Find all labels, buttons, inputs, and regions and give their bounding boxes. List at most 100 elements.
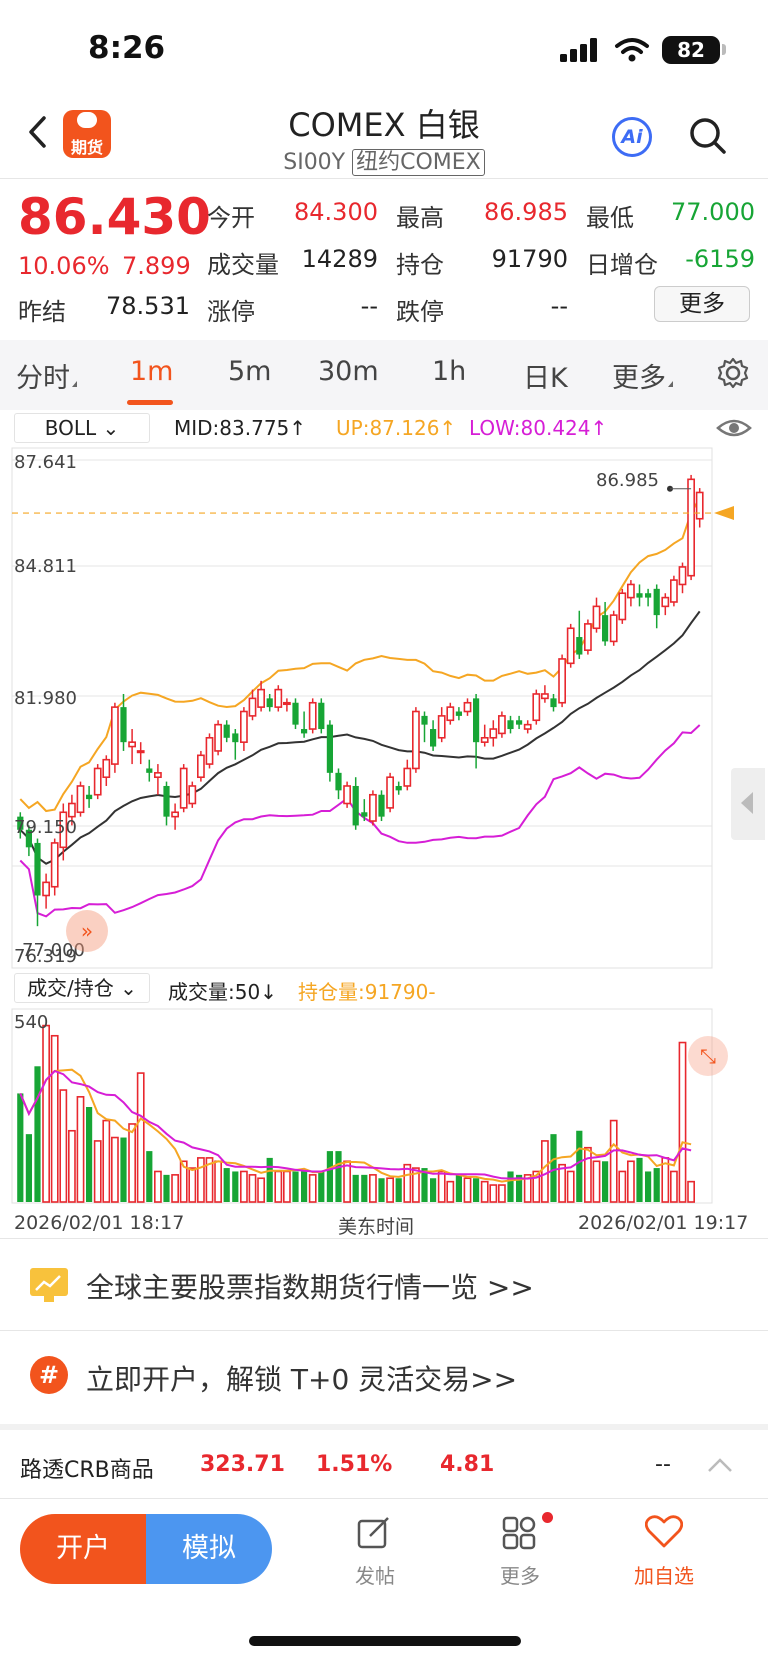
high-marker-label: 86.985 xyxy=(596,470,659,491)
back-icon[interactable] xyxy=(26,112,50,152)
boll-mid-line xyxy=(19,610,701,865)
volume-bar xyxy=(76,1096,85,1203)
low-marker-label: 77.000 xyxy=(22,940,85,961)
expand-chart-button[interactable]: ⤡ xyxy=(688,1036,728,1076)
tab-1m[interactable]: 1m xyxy=(130,356,174,387)
volume-bar xyxy=(257,1177,265,1203)
candle-body xyxy=(179,767,188,809)
candle-body xyxy=(128,741,136,748)
exchange-tag: 纽约COMEX xyxy=(352,149,485,176)
volume-bar xyxy=(395,1178,402,1202)
prev-settle-label: 昨结 xyxy=(18,298,66,326)
candle-body xyxy=(687,478,695,577)
simulate-trade-button[interactable]: 模拟 xyxy=(146,1514,272,1584)
tab-30m[interactable]: 30m xyxy=(318,356,379,387)
candle-body xyxy=(223,724,230,738)
change-amount: 7.899 xyxy=(122,252,191,280)
volume-indicator-selector[interactable]: 成交/持仓 ⌄ xyxy=(14,973,150,1003)
search-icon[interactable] xyxy=(688,116,728,156)
crb-change: 4.81 xyxy=(440,1452,495,1477)
volume-bar xyxy=(670,1170,678,1203)
candle-body xyxy=(301,729,308,734)
nav-post-label[interactable]: 发帖 xyxy=(355,1564,395,1588)
page-subtitle: SI00Y 纽约COMEX xyxy=(0,144,768,176)
ai-assistant-button[interactable]: Ai xyxy=(612,117,652,157)
candle-body xyxy=(274,688,283,708)
volume-bar xyxy=(584,1146,592,1203)
active-tab-indicator xyxy=(127,400,173,405)
nav-watchlist-label[interactable]: 加自选 xyxy=(634,1564,694,1588)
candle-body xyxy=(446,706,455,722)
open-value: 84.300 xyxy=(294,198,378,226)
volume-bar xyxy=(566,1170,575,1203)
candle-body xyxy=(17,816,24,830)
chevron-up-icon[interactable] xyxy=(706,1456,734,1474)
tab-timeshare[interactable]: 分时 xyxy=(16,356,77,395)
crb-percent: 1.51% xyxy=(316,1452,393,1477)
boll-upper-line xyxy=(19,497,701,813)
volume-bar xyxy=(343,1160,351,1203)
volume-bar xyxy=(430,1178,437,1202)
heart-icon[interactable] xyxy=(645,1514,683,1548)
candle-body xyxy=(361,812,368,817)
nav-more-label[interactable]: 更多 xyxy=(500,1564,540,1588)
volume-bar xyxy=(266,1157,273,1202)
tab-daily-k[interactable]: 日K xyxy=(523,363,568,394)
candlestick-chart[interactable] xyxy=(0,446,768,970)
candle-body xyxy=(584,623,592,651)
crb-name[interactable]: 路透CRB商品 xyxy=(20,1458,154,1483)
more-fields-button[interactable]: 更多 xyxy=(654,286,750,322)
open-account-button[interactable]: 开户 xyxy=(20,1514,146,1584)
volume-bar xyxy=(678,1041,687,1203)
open-account-promo[interactable]: # 立即开户，解锁 T+0 灵活交易>> xyxy=(0,1332,768,1420)
candle-body xyxy=(378,794,385,817)
settings-gear-icon[interactable] xyxy=(716,356,750,390)
candle-body xyxy=(498,715,506,735)
eye-icon[interactable] xyxy=(716,416,752,440)
candle-body xyxy=(412,710,420,770)
limit-down-label: 跌停 xyxy=(396,298,444,326)
candle-body xyxy=(403,767,412,787)
volume-bar xyxy=(516,1174,523,1202)
volume-bar xyxy=(120,1137,127,1202)
logo-text: 期货 xyxy=(70,138,103,157)
candle-body xyxy=(609,614,618,643)
more-grid-icon[interactable] xyxy=(502,1514,538,1550)
volume-value-label: 成交量:50↓ xyxy=(168,980,277,1004)
volume-bar xyxy=(248,1174,257,1203)
candle-body xyxy=(318,702,325,730)
candle-body xyxy=(352,785,359,826)
candle-body xyxy=(480,736,489,743)
candle-body xyxy=(576,637,583,655)
fast-forward-button[interactable]: » xyxy=(66,910,108,952)
candle-body xyxy=(678,566,687,586)
time-axis-zone: 美东时间 xyxy=(338,1216,415,1238)
post-edit-icon[interactable] xyxy=(356,1514,392,1550)
volume-bar xyxy=(17,1093,24,1202)
volume-bar xyxy=(558,1163,566,1203)
candle-body xyxy=(386,776,394,809)
candle-body xyxy=(618,592,627,621)
tab-1h[interactable]: 1h xyxy=(432,356,467,387)
tab-5m[interactable]: 5m xyxy=(228,356,272,387)
volume-bar xyxy=(609,1119,618,1203)
open-interest-value: 91790 xyxy=(491,245,568,273)
tab-more[interactable]: 更多 xyxy=(612,356,673,395)
candle-body xyxy=(369,793,377,822)
status-time: 8:26 xyxy=(88,30,166,66)
volume-chart[interactable] xyxy=(0,1008,768,1204)
candle-body xyxy=(335,772,342,791)
candle-body xyxy=(248,697,257,717)
volume-bar xyxy=(576,1130,583,1202)
index-futures-promo[interactable]: 全球主要股票指数期货行情一览 >> xyxy=(0,1240,768,1328)
indicator-selector[interactable]: BOLL ⌄ xyxy=(14,413,150,443)
candle-body xyxy=(489,728,498,739)
contract-code: SI00Y xyxy=(283,150,346,175)
volume-bar xyxy=(25,1134,32,1202)
volume-axis-max: 540 xyxy=(14,1012,49,1033)
volume-bar xyxy=(34,1066,41,1202)
promo-text: 全球主要股票指数期货行情一览 >> xyxy=(86,1271,534,1304)
candle-body xyxy=(163,785,170,817)
section-gap xyxy=(0,1424,768,1430)
volume-bar xyxy=(50,1034,59,1203)
